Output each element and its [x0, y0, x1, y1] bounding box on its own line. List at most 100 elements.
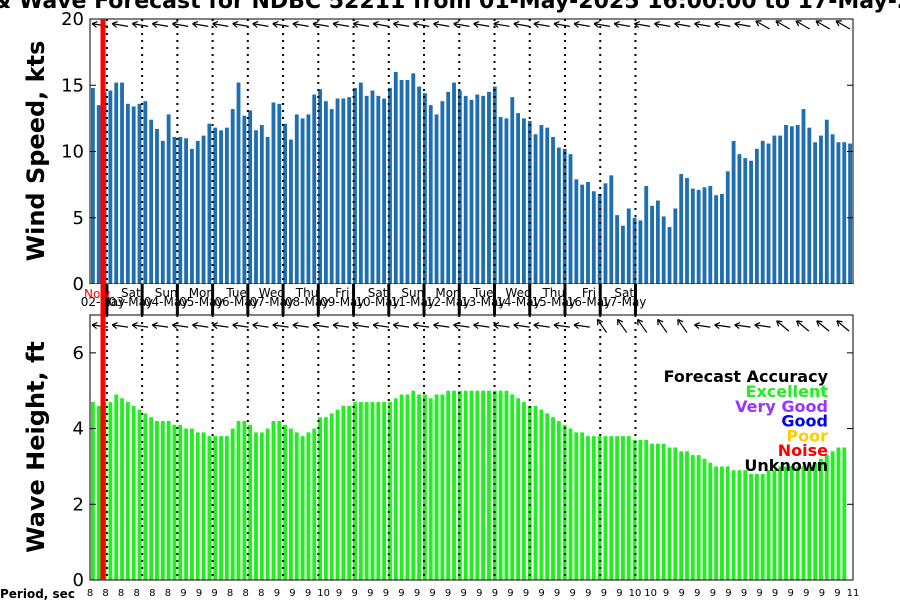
wave-bar [527, 405, 532, 580]
arrow-shaft [513, 23, 530, 27]
wave-bar [236, 421, 241, 580]
wave-bar [143, 413, 148, 580]
arrow-head [734, 322, 741, 330]
direction-arrow [714, 20, 731, 28]
wind-bar [591, 191, 596, 284]
wave-bar [749, 474, 753, 580]
day-name-label: Thu [295, 286, 319, 300]
wind-bar [621, 225, 625, 284]
wind-bar [213, 127, 218, 285]
arrow-shaft [816, 320, 830, 332]
wave-bar [242, 421, 247, 580]
arrow-shaft [714, 23, 731, 27]
wind-direction-arrows [91, 20, 851, 30]
arrow-head [714, 20, 721, 28]
wave-bar [475, 390, 480, 580]
arrow-shaft [775, 20, 791, 30]
wave-bar [795, 466, 800, 580]
wind-bar [533, 134, 538, 284]
arrow-shaft [212, 324, 229, 328]
wind-bar [405, 79, 410, 284]
wave-bar [586, 436, 590, 580]
wind-bar [655, 200, 660, 284]
wave-bar [376, 402, 381, 580]
wave-bar [807, 462, 812, 580]
period-value: 9 [429, 588, 435, 599]
wave-bar [452, 390, 456, 580]
arrow-head [131, 20, 138, 28]
wave-bar [772, 470, 777, 580]
wave-bar [784, 466, 788, 580]
period-value: 9 [180, 588, 186, 599]
direction-arrow [815, 20, 831, 30]
wind-y-tick-label: 5 [73, 208, 84, 229]
wave-bar [819, 458, 823, 580]
direction-arrow [694, 20, 711, 28]
direction-arrow [172, 20, 189, 28]
wind-bar [190, 148, 194, 284]
wind-bar [329, 109, 334, 284]
period-value: 8 [165, 588, 171, 599]
wind-bar [294, 114, 299, 285]
wave-bar [714, 466, 719, 580]
wind-bar [452, 82, 456, 284]
wind-bar [469, 99, 474, 284]
direction-arrow [755, 20, 770, 30]
period-value: 9 [492, 588, 498, 599]
direction-arrow [111, 20, 129, 28]
period-value: 9 [352, 588, 358, 599]
arrow-head [413, 20, 420, 28]
period-value: 9 [803, 588, 809, 599]
arrow-head [593, 20, 600, 28]
legend-item: Unknown [744, 456, 828, 475]
wind-bar [90, 87, 95, 285]
wind-bar [615, 215, 620, 284]
arrow-head [836, 320, 843, 327]
period-value: 9 [710, 588, 716, 599]
wind-bar [440, 101, 445, 285]
wave-bar [632, 439, 637, 580]
direction-arrow [654, 20, 671, 28]
wind-bar [510, 97, 515, 285]
wave-bar [778, 466, 783, 580]
period-value: 9 [741, 588, 747, 599]
period-value: 10 [629, 588, 642, 599]
wave-bar [428, 398, 433, 580]
wind-bar [428, 105, 433, 285]
arrow-shaft [232, 23, 249, 27]
wind-bar [341, 98, 346, 284]
period-value: 9 [461, 588, 467, 599]
direction-arrow [232, 20, 249, 28]
wave-bar [638, 439, 643, 580]
wind-bar [382, 98, 387, 284]
arrow-shaft [654, 23, 671, 27]
direction-arrow [836, 320, 850, 332]
wind-bar [277, 103, 282, 284]
day-name-label: Sun [401, 286, 424, 300]
direction-arrow [593, 20, 610, 28]
period-value: 9 [289, 588, 295, 599]
wind-bar [108, 90, 113, 284]
period-value: 9 [788, 588, 794, 599]
wave-bar [655, 443, 660, 580]
day-strip-bg [90, 284, 853, 315]
wind-bar [242, 115, 247, 284]
arrow-head [151, 322, 158, 330]
direction-arrow [232, 322, 249, 330]
arrow-shaft [272, 23, 289, 27]
direction-arrow [835, 20, 851, 30]
direction-arrow [352, 322, 370, 330]
period-value: 9 [196, 588, 202, 599]
arrow-shaft [734, 324, 751, 328]
day-name-label: Tue [472, 286, 494, 300]
arrow-head [453, 20, 460, 28]
direction-arrow [694, 322, 711, 330]
wind-bar [137, 103, 142, 284]
arrow-head [372, 20, 379, 28]
arrow-shaft [332, 324, 350, 328]
wave-bars [90, 390, 847, 580]
arrow-shaft [573, 324, 590, 328]
arrow-shaft [795, 20, 811, 30]
arrow-head [433, 322, 440, 330]
wave-bar [289, 428, 293, 580]
